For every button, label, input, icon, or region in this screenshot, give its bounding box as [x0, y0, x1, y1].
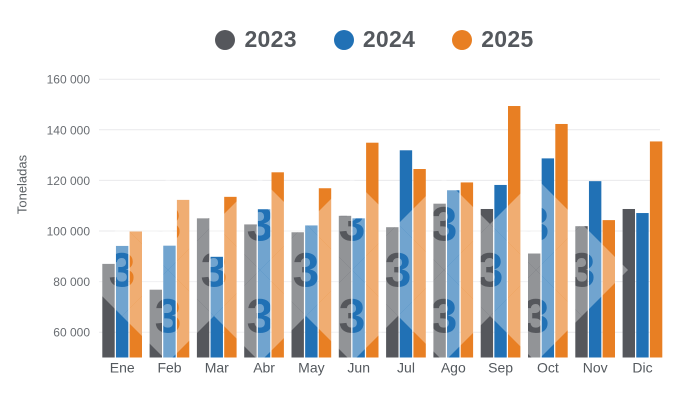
x-label-May: May: [298, 360, 324, 376]
bar-Feb-2023[interactable]: [149, 289, 162, 358]
bar-Mar-2023[interactable]: [196, 218, 210, 358]
x-label-Mar: Mar: [205, 360, 229, 376]
x-axis-labels: Ene Feb Mar Abr May Jun Jul Ago Sep Oct Nov Dic: [110, 360, 653, 376]
bar-Oct-2025[interactable]: [555, 123, 568, 358]
legend: 2023 2024 2025: [0, 26, 700, 53]
bar-Ene-2024[interactable]: [115, 245, 129, 358]
bar-Dic-2024[interactable]: [636, 213, 649, 358]
series-2023: [102, 203, 635, 358]
x-label-Ago: Ago: [441, 360, 466, 376]
bar-Sep-2023[interactable]: [480, 208, 494, 358]
y-tick-100000: 100 000: [47, 225, 91, 239]
x-label-Ene: Ene: [110, 360, 135, 376]
x-label-Abr: Abr: [253, 360, 275, 376]
bar-Nov-2024[interactable]: [588, 181, 602, 358]
bar-Oct-2023[interactable]: [528, 253, 541, 358]
bar-May-2024[interactable]: [305, 225, 318, 358]
legend-label-2025: 2025: [481, 26, 534, 52]
legend-label-2023: 2023: [244, 26, 297, 52]
bar-Mar-2024[interactable]: [210, 256, 223, 358]
legend-item-2024[interactable]: 2024: [333, 26, 416, 53]
bar-Dic-2025[interactable]: [649, 141, 663, 358]
bar-Ago-2025[interactable]: [460, 182, 474, 358]
y-tick-60000: 60 000: [53, 326, 90, 340]
y-tick-120000: 120 000: [47, 174, 91, 188]
bar-Ago-2023[interactable]: [433, 203, 446, 358]
y-tick-80000: 80 000: [53, 275, 90, 289]
x-label-Oct: Oct: [537, 360, 559, 376]
x-label-Nov: Nov: [583, 360, 608, 376]
bar-Feb-2025[interactable]: [176, 199, 190, 358]
bar-Abr-2024[interactable]: [257, 209, 271, 358]
x-label-Jun: Jun: [347, 360, 370, 376]
bar-Abr-2023[interactable]: [244, 224, 257, 358]
bar-May-2023[interactable]: [291, 232, 304, 358]
watermark: [99, 79, 661, 358]
bar-Jul-2025[interactable]: [413, 169, 426, 358]
series-2025: [129, 106, 663, 358]
legend-item-2025[interactable]: 2025: [452, 26, 533, 53]
y-tick-140000: 140 000: [47, 123, 91, 137]
bar-Jun-2024[interactable]: [352, 218, 365, 358]
legend-label-2024: 2024: [362, 26, 416, 52]
bar-Oct-2024[interactable]: [541, 158, 555, 358]
legend-item-2023[interactable]: 2023: [215, 26, 297, 53]
bar-Dic-2023[interactable]: [622, 208, 635, 358]
x-label-Sep: Sep: [488, 360, 513, 376]
bar-Abr-2025[interactable]: [271, 172, 284, 358]
bar-Sep-2024[interactable]: [494, 184, 507, 358]
x-label-Jul: Jul: [397, 360, 415, 376]
y-axis-ticks: 60 000 80 000 100 000 120 000 140 000 160 000: [47, 73, 91, 340]
legend-dot-2023: [215, 29, 236, 50]
x-label-Feb: Feb: [157, 360, 181, 376]
bar-Feb-2024[interactable]: [163, 245, 176, 358]
bar-Jul-2023[interactable]: [386, 227, 399, 358]
bar-Ene-2025[interactable]: [129, 231, 142, 358]
legend-dot-2024: [333, 29, 354, 50]
bar-May-2025[interactable]: [318, 188, 332, 358]
bar-Jun-2023[interactable]: [338, 215, 352, 358]
bar-Jul-2024[interactable]: [399, 150, 413, 358]
series-2024: [115, 150, 649, 358]
bar-Ene-2023[interactable]: [102, 263, 115, 358]
bar-Jun-2025[interactable]: [366, 142, 379, 358]
bar-Nov-2025[interactable]: [602, 220, 615, 358]
bar-Ago-2024[interactable]: [447, 190, 460, 358]
legend-dot-2025: [452, 29, 473, 50]
x-label-Dic: Dic: [632, 360, 652, 376]
y-tick-160000: 160 000: [47, 73, 91, 87]
bar-Sep-2025[interactable]: [508, 106, 521, 358]
bar-Nov-2023[interactable]: [575, 226, 588, 358]
bar-Mar-2025[interactable]: [224, 196, 237, 358]
